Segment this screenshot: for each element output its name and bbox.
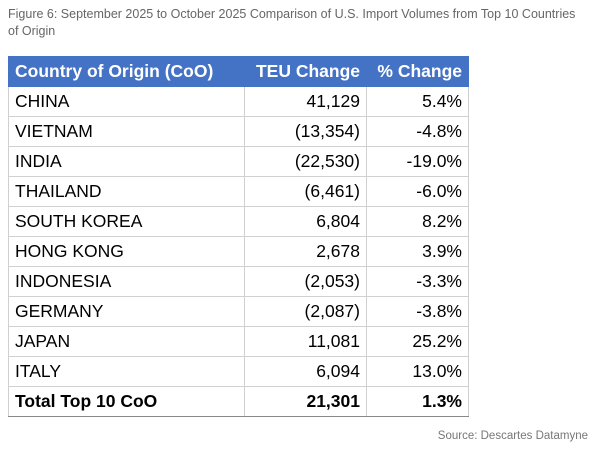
table-cell: 2,678 [244, 236, 367, 267]
header-row: Country of Origin (CoO) TEU Change% Chang… [8, 56, 469, 87]
table-cell: GERMANY [8, 296, 245, 327]
table-row: HONG KONG 2,678 3.9% [8, 236, 469, 267]
table-body: CHINA 41,129 5.4% VIETNAM (13,354) -4.8% INDIA… [8, 86, 469, 417]
figure-caption: Figure 6: September 2025 to October 2025… [8, 7, 576, 38]
header-cell: Country of Origin (CoO) [8, 56, 245, 87]
table-cell: 41,129 [244, 86, 367, 117]
table-row: CHINA 41,129 5.4% [8, 86, 469, 117]
table-row: ITALY 6,094 13.0% [8, 356, 469, 387]
table-cell: -6.0% [366, 176, 469, 207]
source-note: Source: Descartes Datamyne [437, 430, 588, 442]
table-cell: (13,354) [244, 116, 367, 147]
table-cell: 5.4% [366, 86, 469, 117]
table-row: INDIA (22,530) -19.0% [8, 146, 469, 177]
table-cell: -19.0% [366, 146, 469, 177]
table-cell: INDONESIA [8, 266, 245, 297]
table-cell: -3.8% [366, 296, 469, 327]
table-cell: JAPAN [8, 326, 245, 357]
table-cell: 8.2% [366, 206, 469, 237]
header-cell: TEU Change [244, 56, 367, 87]
table-cell: 6,804 [244, 206, 367, 237]
table-cell: VIETNAM [8, 116, 245, 147]
table-cell: (2,087) [244, 296, 367, 327]
table-cell: THAILAND [8, 176, 245, 207]
table-cell: 11,081 [244, 326, 367, 357]
table-cell: (2,053) [244, 266, 367, 297]
table-cell: 6,094 [244, 356, 367, 387]
total-cell: 1.3% [366, 386, 469, 417]
table-cell: -3.3% [366, 266, 469, 297]
table-cell: 25.2% [366, 326, 469, 357]
table-cell: -4.8% [366, 116, 469, 147]
table-row: THAILAND (6,461) -6.0% [8, 176, 469, 207]
table-row: INDONESIA (2,053) -3.3% [8, 266, 469, 297]
table-cell: SOUTH KOREA [8, 206, 245, 237]
total-row: Total Top 10 CoO 21,301 1.3% [8, 386, 469, 417]
table-cell: ITALY [8, 356, 245, 387]
total-cell: Total Top 10 CoO [8, 386, 245, 417]
table-row: GERMANY (2,087) -3.8% [8, 296, 469, 327]
table-header: Country of Origin (CoO) TEU Change% Chang… [8, 56, 469, 87]
table-cell: (22,530) [244, 146, 367, 177]
table-row: JAPAN 11,081 25.2% [8, 326, 469, 357]
table-cell: CHINA [8, 86, 245, 117]
import-table: Country of Origin (CoO) TEU Change% Chang… [8, 56, 469, 417]
header-cell: % Change [366, 56, 469, 87]
table-cell: INDIA [8, 146, 245, 177]
table-cell: HONG KONG [8, 236, 245, 267]
table-row: VIETNAM (13,354) -4.8% [8, 116, 469, 147]
total-cell: 21,301 [244, 386, 367, 417]
table-cell: 3.9% [366, 236, 469, 267]
table-cell: (6,461) [244, 176, 367, 207]
table-cell: 13.0% [366, 356, 469, 387]
table-row: SOUTH KOREA 6,804 8.2% [8, 206, 469, 237]
